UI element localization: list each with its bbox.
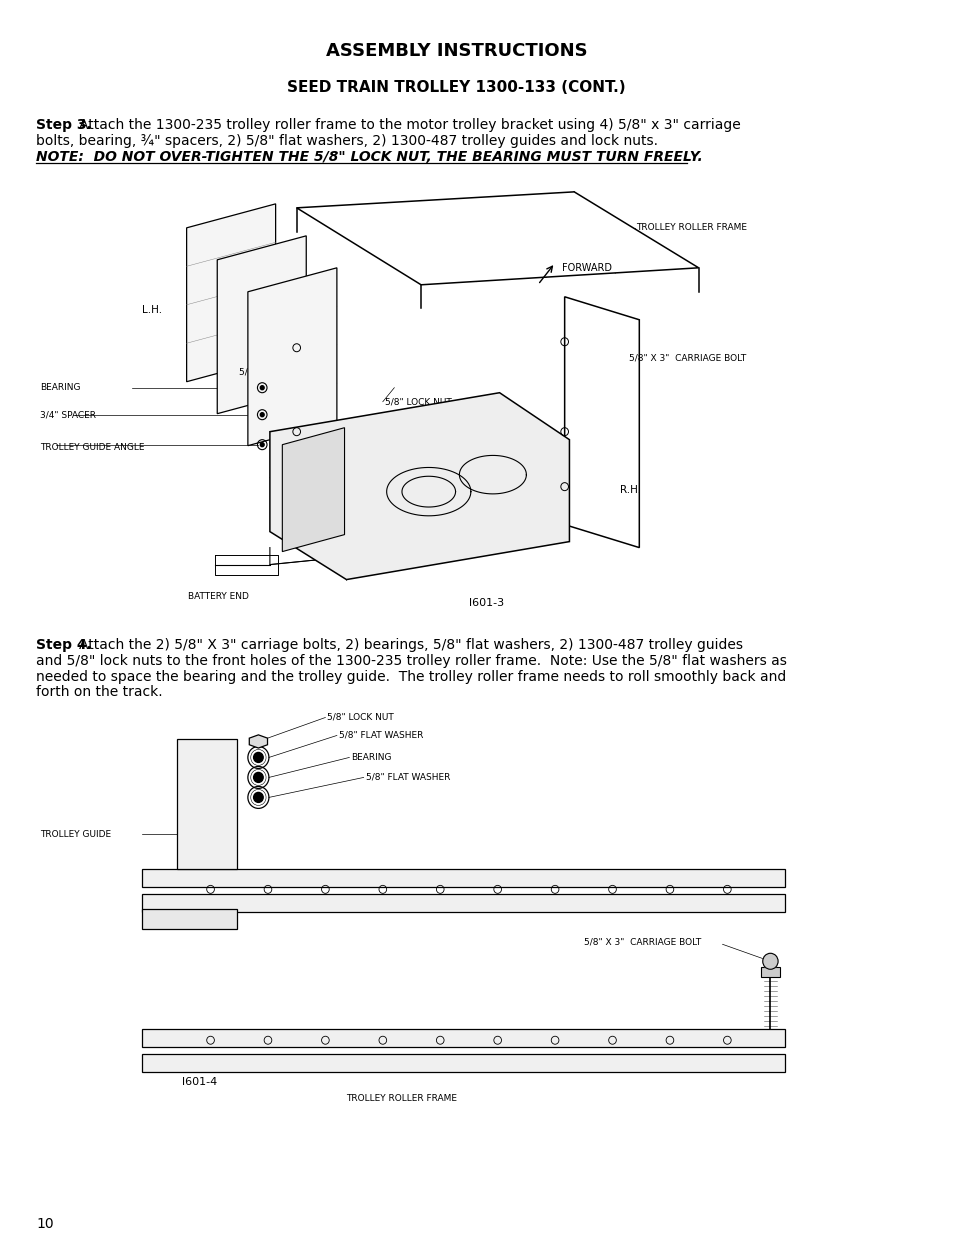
Circle shape (253, 772, 263, 783)
Circle shape (762, 953, 778, 969)
Text: BEARING: BEARING (40, 383, 81, 393)
Circle shape (260, 412, 264, 416)
Text: and 5/8" lock nuts to the front holes of the 1300-235 trolley roller frame.  Not: and 5/8" lock nuts to the front holes of… (36, 653, 786, 668)
Text: 10: 10 (36, 1218, 54, 1231)
Circle shape (253, 752, 263, 762)
Text: Step 4.: Step 4. (36, 637, 92, 652)
Text: l601-3: l601-3 (468, 598, 503, 608)
Text: 5/8" X 3"  CARRIAGE BOLT: 5/8" X 3" CARRIAGE BOLT (628, 353, 745, 362)
Text: Attach the 1300-235 trolley roller frame to the motor trolley bracket using 4) 5: Attach the 1300-235 trolley roller frame… (79, 117, 740, 132)
Circle shape (260, 442, 264, 447)
Text: 5/8" LOCK NUT: 5/8" LOCK NUT (384, 398, 451, 406)
Text: 5/8" FLAT WASHER: 5/8" FLAT WASHER (338, 731, 423, 740)
Text: BATTERY END: BATTERY END (188, 592, 249, 600)
Polygon shape (564, 296, 639, 547)
Text: NOTE:  DO NOT OVER-TIGHTEN THE 5/8" LOCK NUT, THE BEARING MUST TURN FREELY.: NOTE: DO NOT OVER-TIGHTEN THE 5/8" LOCK … (36, 149, 702, 164)
Text: TROLLEY ROLLER FRAME: TROLLEY ROLLER FRAME (346, 1094, 457, 1103)
Polygon shape (270, 393, 569, 579)
Text: l601-4: l601-4 (182, 1077, 217, 1087)
Polygon shape (141, 869, 784, 887)
Polygon shape (141, 1055, 784, 1072)
Text: Attach the 2) 5/8" X 3" carriage bolts, 2) bearings, 5/8" flat washers, 2) 1300-: Attach the 2) 5/8" X 3" carriage bolts, … (79, 637, 742, 652)
Text: SEED TRAIN TROLLEY 1300-133 (CONT.): SEED TRAIN TROLLEY 1300-133 (CONT.) (287, 80, 625, 95)
Polygon shape (296, 191, 698, 285)
Text: bolts, bearing, ¾" spacers, 2) 5/8" flat washers, 2) 1300-487 trolley guides and: bolts, bearing, ¾" spacers, 2) 5/8" flat… (36, 133, 658, 148)
Text: TROLLEY GUIDE ANGLE: TROLLEY GUIDE ANGLE (40, 443, 145, 452)
Text: 5/8" FLAT WASHER: 5/8" FLAT WASHER (239, 367, 323, 377)
Text: 3/4" SPACER: 3/4" SPACER (40, 410, 96, 419)
Text: Step 3.: Step 3. (36, 117, 92, 132)
Text: needed to space the bearing and the trolley guide.  The trolley roller frame nee: needed to space the bearing and the trol… (36, 669, 786, 683)
Polygon shape (282, 427, 344, 552)
Text: 5/8" X 3"  CARRIAGE BOLT: 5/8" X 3" CARRIAGE BOLT (583, 937, 700, 947)
Polygon shape (249, 735, 267, 748)
Text: 5/8" LOCK NUT: 5/8" LOCK NUT (327, 713, 394, 722)
Polygon shape (760, 967, 780, 977)
Circle shape (260, 385, 264, 390)
Polygon shape (141, 894, 784, 913)
Text: L.H.: L.H. (141, 305, 162, 315)
Text: forth on the track.: forth on the track. (36, 685, 163, 699)
Polygon shape (177, 740, 237, 869)
Polygon shape (187, 204, 275, 382)
Polygon shape (141, 909, 237, 929)
Text: R.H.: R.H. (619, 484, 640, 495)
Polygon shape (217, 236, 306, 414)
Text: TROLLEY ROLLER FRAME: TROLLEY ROLLER FRAME (636, 224, 746, 232)
Text: ASSEMBLY INSTRUCTIONS: ASSEMBLY INSTRUCTIONS (325, 42, 587, 61)
Text: BEARING: BEARING (351, 753, 392, 762)
Text: FORWARD: FORWARD (561, 263, 611, 273)
Text: 5/8" FLAT WASHER: 5/8" FLAT WASHER (365, 773, 450, 782)
Text: TROLLEY GUIDE: TROLLEY GUIDE (40, 830, 112, 839)
Polygon shape (141, 1029, 784, 1047)
Circle shape (253, 793, 263, 803)
Polygon shape (248, 268, 336, 446)
